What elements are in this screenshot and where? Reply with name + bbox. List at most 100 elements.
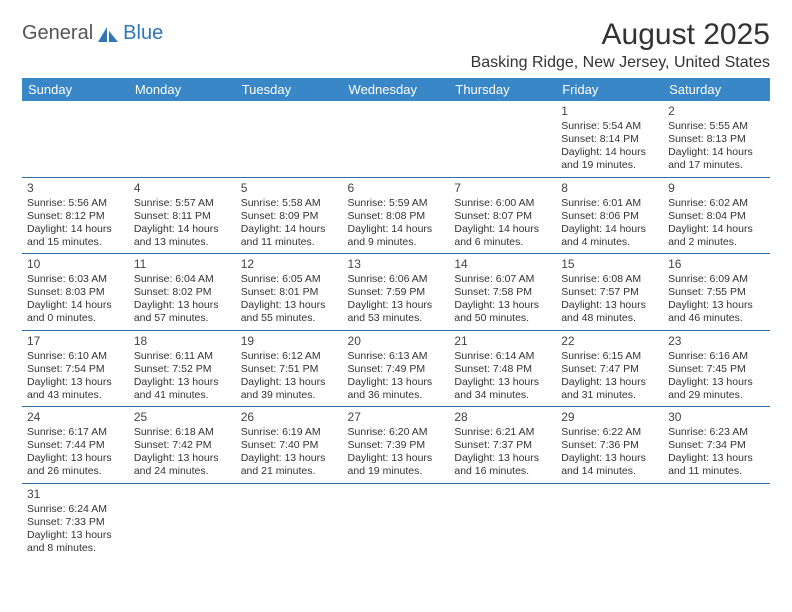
day-info-line: Sunrise: 6:00 AM (454, 197, 551, 210)
day-info-line: Sunrise: 5:57 AM (134, 197, 231, 210)
day-info-line: Sunset: 7:40 PM (241, 439, 338, 452)
calendar-cell: 14Sunrise: 6:07 AMSunset: 7:58 PMDayligh… (449, 254, 556, 331)
location-text: Basking Ridge, New Jersey, United States (471, 54, 770, 72)
day-info-line: and 13 minutes. (134, 236, 231, 249)
day-info-line: and 36 minutes. (348, 389, 445, 402)
day-number: 17 (27, 334, 124, 349)
day-info-line: Sunset: 7:34 PM (668, 439, 765, 452)
day-info-line: Daylight: 13 hours (348, 452, 445, 465)
day-number: 6 (348, 181, 445, 196)
day-info-line: Sunset: 7:55 PM (668, 286, 765, 299)
day-info-line: Sunrise: 5:59 AM (348, 197, 445, 210)
day-info-line: and 29 minutes. (668, 389, 765, 402)
day-info-line: Daylight: 13 hours (454, 299, 551, 312)
day-info-line: Sunset: 7:47 PM (561, 363, 658, 376)
day-info-line: Sunrise: 6:06 AM (348, 273, 445, 286)
day-info-line: Daylight: 13 hours (668, 299, 765, 312)
day-info-line: Sunset: 8:12 PM (27, 210, 124, 223)
day-info-line: and 2 minutes. (668, 236, 765, 249)
header-bar: General Blue August 2025 Basking Ridge, … (22, 18, 770, 72)
day-info-line: Sunset: 8:08 PM (348, 210, 445, 223)
calendar-cell: 28Sunrise: 6:21 AMSunset: 7:37 PMDayligh… (449, 407, 556, 484)
calendar-cell: 26Sunrise: 6:19 AMSunset: 7:40 PMDayligh… (236, 407, 343, 484)
calendar-cell: 8Sunrise: 6:01 AMSunset: 8:06 PMDaylight… (556, 177, 663, 254)
calendar-cell: 31Sunrise: 6:24 AMSunset: 7:33 PMDayligh… (22, 483, 129, 559)
day-info-line: Sunrise: 6:04 AM (134, 273, 231, 286)
day-info-line: Sunset: 8:02 PM (134, 286, 231, 299)
day-info-line: Daylight: 13 hours (27, 529, 124, 542)
day-info-line: Sunset: 7:44 PM (27, 439, 124, 452)
calendar-cell (663, 483, 770, 559)
day-info-line: and 11 minutes. (668, 465, 765, 478)
calendar-cell: 29Sunrise: 6:22 AMSunset: 7:36 PMDayligh… (556, 407, 663, 484)
day-info-line: Daylight: 14 hours (561, 223, 658, 236)
day-info-line: Sunrise: 6:09 AM (668, 273, 765, 286)
calendar-cell: 25Sunrise: 6:18 AMSunset: 7:42 PMDayligh… (129, 407, 236, 484)
day-info-line: Daylight: 14 hours (668, 223, 765, 236)
calendar-cell: 10Sunrise: 6:03 AMSunset: 8:03 PMDayligh… (22, 254, 129, 331)
calendar-cell (236, 101, 343, 177)
day-number: 26 (241, 410, 338, 425)
day-number: 24 (27, 410, 124, 425)
calendar-cell (343, 101, 450, 177)
day-info-line: Daylight: 14 hours (561, 146, 658, 159)
day-number: 20 (348, 334, 445, 349)
calendar-cell: 9Sunrise: 6:02 AMSunset: 8:04 PMDaylight… (663, 177, 770, 254)
dow-header: Wednesday (343, 78, 450, 101)
day-number: 16 (668, 257, 765, 272)
day-number: 19 (241, 334, 338, 349)
day-info-line: and 6 minutes. (454, 236, 551, 249)
day-number: 21 (454, 334, 551, 349)
day-info-line: Sunrise: 6:17 AM (27, 426, 124, 439)
day-info-line: Sunset: 7:36 PM (561, 439, 658, 452)
calendar-cell: 16Sunrise: 6:09 AMSunset: 7:55 PMDayligh… (663, 254, 770, 331)
dow-header: Sunday (22, 78, 129, 101)
day-info-line: and 43 minutes. (27, 389, 124, 402)
day-info-line: Sunrise: 6:15 AM (561, 350, 658, 363)
day-info-line: Daylight: 13 hours (668, 376, 765, 389)
day-info-line: Sunset: 7:51 PM (241, 363, 338, 376)
calendar-cell: 15Sunrise: 6:08 AMSunset: 7:57 PMDayligh… (556, 254, 663, 331)
calendar-cell (129, 483, 236, 559)
day-number: 2 (668, 104, 765, 119)
calendar-cell: 18Sunrise: 6:11 AMSunset: 7:52 PMDayligh… (129, 330, 236, 407)
day-info-line: and 48 minutes. (561, 312, 658, 325)
day-info-line: and 19 minutes. (348, 465, 445, 478)
day-info-line: and 46 minutes. (668, 312, 765, 325)
day-number: 7 (454, 181, 551, 196)
day-number: 28 (454, 410, 551, 425)
day-info-line: Sunset: 8:13 PM (668, 133, 765, 146)
logo: General Blue (22, 22, 163, 45)
day-info-line: Sunrise: 6:23 AM (668, 426, 765, 439)
day-info-line: Sunrise: 6:20 AM (348, 426, 445, 439)
calendar-cell: 6Sunrise: 5:59 AMSunset: 8:08 PMDaylight… (343, 177, 450, 254)
logo-word-2: Blue (123, 22, 163, 45)
day-info-line: and 0 minutes. (27, 312, 124, 325)
calendar-cell: 2Sunrise: 5:55 AMSunset: 8:13 PMDaylight… (663, 101, 770, 177)
day-info-line: Daylight: 14 hours (348, 223, 445, 236)
day-info-line: and 34 minutes. (454, 389, 551, 402)
day-info-line: Sunrise: 6:01 AM (561, 197, 658, 210)
calendar-cell: 5Sunrise: 5:58 AMSunset: 8:09 PMDaylight… (236, 177, 343, 254)
dow-header: Saturday (663, 78, 770, 101)
day-info-line: Daylight: 13 hours (668, 452, 765, 465)
day-info-line: Daylight: 13 hours (561, 452, 658, 465)
day-info-line: Sunrise: 5:55 AM (668, 120, 765, 133)
calendar-cell (449, 101, 556, 177)
day-number: 18 (134, 334, 231, 349)
day-info-line: and 24 minutes. (134, 465, 231, 478)
day-info-line: and 15 minutes. (27, 236, 124, 249)
day-info-line: Sunrise: 6:05 AM (241, 273, 338, 286)
day-info-line: Sunset: 7:33 PM (27, 516, 124, 529)
day-number: 25 (134, 410, 231, 425)
day-number: 5 (241, 181, 338, 196)
day-info-line: Daylight: 13 hours (27, 452, 124, 465)
day-number: 13 (348, 257, 445, 272)
calendar-cell (556, 483, 663, 559)
day-number: 30 (668, 410, 765, 425)
calendar-cell: 20Sunrise: 6:13 AMSunset: 7:49 PMDayligh… (343, 330, 450, 407)
day-info-line: Sunrise: 5:58 AM (241, 197, 338, 210)
day-info-line: Daylight: 14 hours (668, 146, 765, 159)
day-number: 14 (454, 257, 551, 272)
dow-header: Monday (129, 78, 236, 101)
